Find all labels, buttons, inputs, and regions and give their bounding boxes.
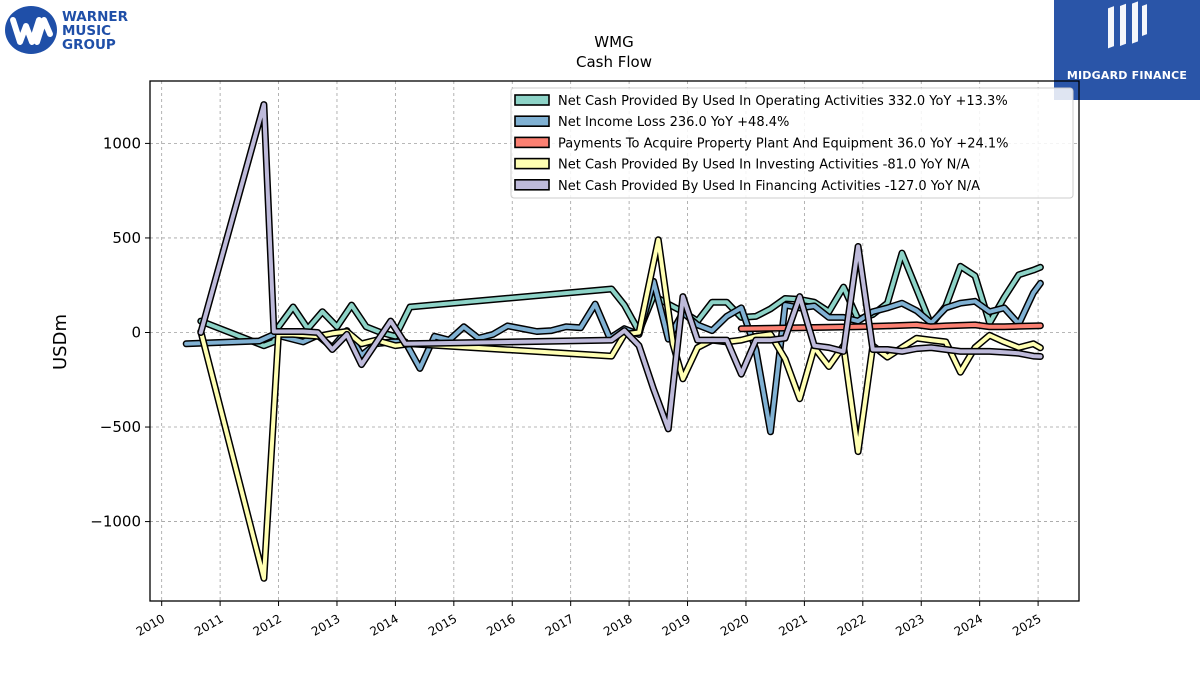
warner-music-group-logo: WARNER MUSIC GROUP: [4, 4, 144, 56]
x-tick-label: 2010: [134, 611, 167, 638]
x-tick-label: 2014: [367, 611, 400, 638]
legend-swatch-0: [514, 94, 550, 106]
legend-label-0: Net Cash Provided By Used In Operating A…: [558, 94, 1008, 109]
x-tick-label: 2024: [952, 611, 985, 638]
legend-swatch-1: [514, 115, 550, 127]
y-tick-label: −500: [100, 418, 141, 436]
legend-swatch-3: [514, 157, 550, 170]
x-tick-label: 2020: [718, 611, 751, 638]
series-line-4: [198, 102, 1043, 431]
x-tick-label: 2018: [601, 611, 634, 638]
series-line-2: [739, 322, 1043, 331]
legend: Net Cash Provided By Used In Operating A…: [510, 87, 1074, 199]
legend-label-3: Net Cash Provided By Used In Investing A…: [558, 158, 970, 173]
legend-swatch-4: [514, 179, 550, 191]
x-tick-label: 2015: [426, 611, 459, 638]
x-tick-label: 2016: [484, 611, 517, 638]
x-tick-label: 2012: [251, 611, 284, 638]
wmg-wordmark: WARNER MUSIC GROUP: [62, 10, 128, 52]
y-axis-label: USDm: [50, 314, 71, 370]
x-tick-label: 2011: [192, 611, 225, 638]
series-lines: [182, 101, 1044, 582]
wmg-line3: GROUP: [62, 37, 116, 53]
y-tick-label: 1000: [103, 134, 141, 152]
x-tick-label: 2021: [776, 611, 809, 638]
chart-subtitle: Cash Flow: [576, 53, 652, 71]
x-tick-label: 2023: [893, 611, 926, 638]
x-tick-label: 2025: [1010, 611, 1043, 638]
x-tick-label: 2019: [660, 611, 693, 638]
wmg-emblem-icon: [5, 6, 57, 54]
plot-frame: [149, 80, 1080, 602]
midgard-finance-logo: MIDGARD FINANCE: [1054, 0, 1200, 100]
wmg-line1: WARNER: [62, 9, 129, 25]
midgard-emblem-icon: [1108, 1, 1147, 49]
x-tick-label: 2013: [309, 611, 342, 638]
x-tick-label: 2017: [543, 611, 576, 638]
legend-label-1: Net Income Loss 236.0 YoY +48.4%: [558, 115, 789, 130]
chart-title: WMG: [594, 33, 633, 51]
legend-swatch-2: [514, 136, 550, 149]
legend-label-2: Payments To Acquire Property Plant And E…: [558, 136, 1009, 151]
y-tick-label: 500: [112, 229, 141, 247]
y-tick-label: 0: [131, 323, 141, 341]
y-tick-label: −1000: [90, 513, 141, 531]
wmg-line2: MUSIC: [62, 23, 112, 39]
x-tick-label: 2022: [835, 611, 868, 638]
legend-box: [510, 87, 1074, 199]
midgard-wordmark: MIDGARD FINANCE: [1066, 69, 1188, 82]
legend-label-4: Net Cash Provided By Used In Financing A…: [558, 179, 980, 194]
